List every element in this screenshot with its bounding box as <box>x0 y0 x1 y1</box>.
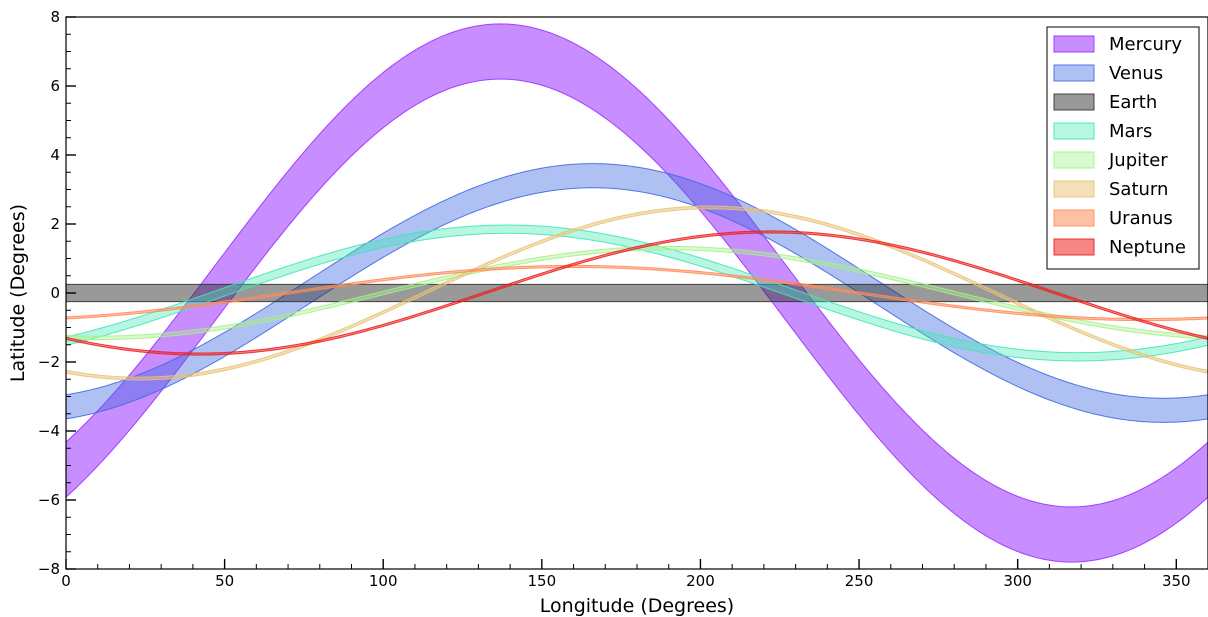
x-tick-label: 250 <box>845 572 874 590</box>
legend-swatch-mars <box>1053 122 1095 140</box>
x-tick-label: 0 <box>61 572 71 590</box>
axis-ticks <box>65 16 1177 570</box>
x-tick-label: 50 <box>215 572 234 590</box>
legend-label-mars: Mars <box>1109 121 1152 142</box>
legend-swatch-saturn <box>1053 180 1095 198</box>
y-tick-label: −8 <box>38 560 60 578</box>
legend-swatch-mercury <box>1053 35 1095 53</box>
tick-labels: 0 50 100 150 200 250 300 350 −8 −6 −4 −2 0 2 4 6 8 <box>38 8 1191 590</box>
legend-label-saturn: Saturn <box>1109 179 1168 200</box>
y-tick-label: −4 <box>38 422 60 440</box>
y-tick-label: −6 <box>38 491 60 509</box>
y-tick-label: 0 <box>50 284 60 302</box>
legend-label-mercury: Mercury <box>1109 34 1182 55</box>
band-mercury <box>65 23 1208 563</box>
legend-box <box>1046 26 1200 270</box>
y-tick-label: 8 <box>50 8 60 26</box>
x-tick-label: 200 <box>686 572 715 590</box>
legend-swatch-uranus <box>1053 209 1095 227</box>
legend-label-uranus: Uranus <box>1109 208 1173 229</box>
band-neptune <box>65 230 1208 356</box>
x-axis-label: Longitude (Degrees) <box>540 595 734 617</box>
y-tick-label: 4 <box>50 146 60 164</box>
legend-label-venus: Venus <box>1109 63 1163 84</box>
y-tick-label: 6 <box>50 77 60 95</box>
y-tick-label: 2 <box>50 215 60 233</box>
band-earth <box>65 283 1208 303</box>
legend-label-earth: Earth <box>1109 92 1157 113</box>
legend-swatch-venus <box>1053 64 1095 82</box>
legend: Mercury Venus Earth Mars Jupiter Saturn Uranus… <box>1046 26 1200 270</box>
planet-bands <box>65 23 1208 563</box>
legend-label-neptune: Neptune <box>1109 237 1186 258</box>
y-tick-label: −2 <box>38 353 60 371</box>
band-mars <box>65 224 1208 362</box>
band-uranus <box>65 264 1208 322</box>
x-tick-label: 100 <box>369 572 398 590</box>
legend-swatch-earth <box>1053 93 1095 111</box>
x-tick-label: 350 <box>1162 572 1191 590</box>
legend-swatch-jupiter <box>1053 151 1095 169</box>
legend-label-jupiter: Jupiter <box>1108 150 1168 171</box>
band-jupiter <box>65 245 1208 341</box>
x-tick-label: 150 <box>528 572 557 590</box>
x-tick-label: 300 <box>1003 572 1032 590</box>
legend-swatch-neptune <box>1053 238 1095 256</box>
band-saturn <box>65 205 1208 381</box>
y-axis-label: Latitude (Degrees) <box>7 204 29 382</box>
